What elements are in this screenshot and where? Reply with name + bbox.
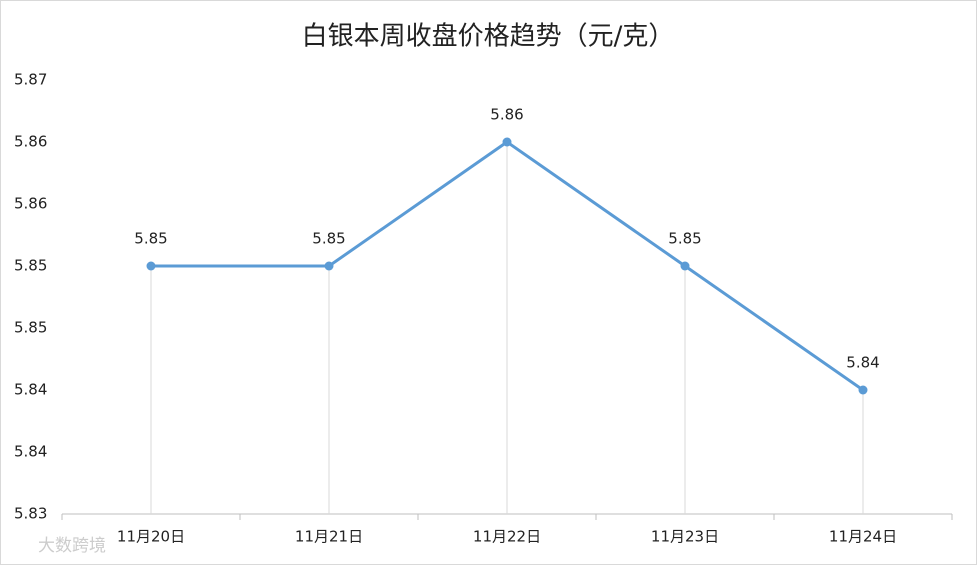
chart-title: 白银本周收盘价格趋势（元/克） — [302, 22, 675, 52]
y-tick-label: 5.84 — [14, 381, 47, 399]
data-label: 5.85 — [134, 230, 167, 248]
data-label: 5.85 — [312, 230, 345, 248]
x-tick-label: 11月21日 — [295, 528, 363, 546]
y-tick-label: 5.85 — [14, 319, 47, 337]
x-tick-label: 11月20日 — [117, 528, 185, 546]
y-tick-label: 5.87 — [14, 71, 47, 89]
y-tick-label: 5.86 — [14, 133, 47, 151]
point — [858, 385, 868, 395]
data-label: 5.84 — [846, 354, 879, 372]
x-tick-label: 11月22日 — [473, 528, 541, 546]
watermark: 大数跨境 — [38, 536, 106, 556]
point — [146, 261, 156, 271]
point — [324, 261, 334, 271]
y-tick-label: 5.84 — [14, 443, 47, 461]
point — [502, 137, 512, 147]
data-label: 5.85 — [668, 230, 701, 248]
y-tick-label: 5.83 — [14, 505, 47, 523]
y-tick-label: 5.86 — [14, 195, 47, 213]
x-tick-label: 11月24日 — [829, 528, 897, 546]
data-label: 5.86 — [490, 106, 523, 124]
point — [680, 261, 690, 271]
y-tick-label: 5.85 — [14, 257, 47, 275]
x-tick-label: 11月23日 — [651, 528, 719, 546]
